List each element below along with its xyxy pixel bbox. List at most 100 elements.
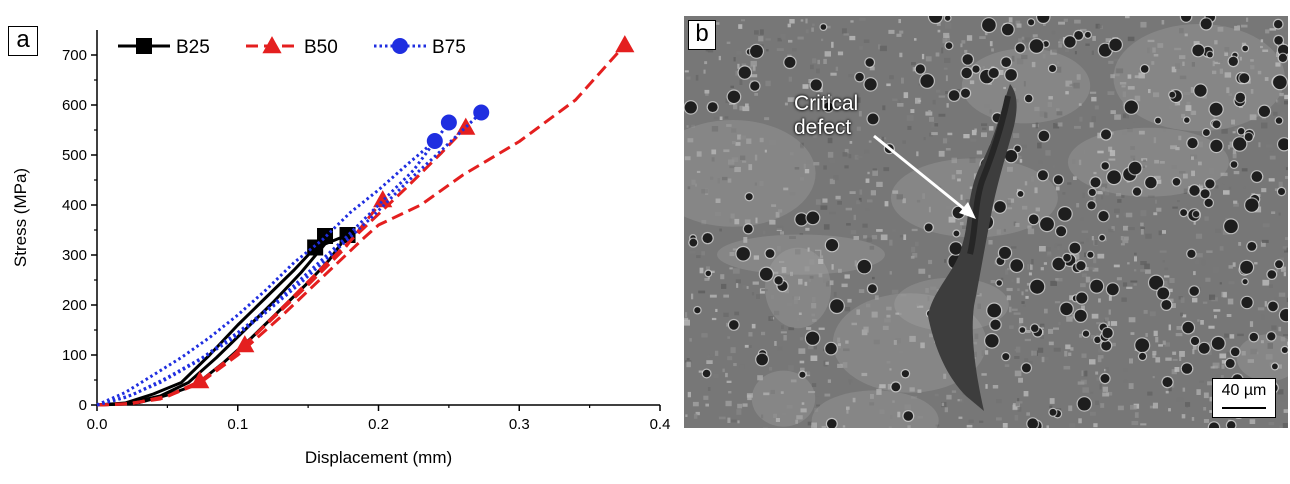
texture-speck <box>1011 55 1015 62</box>
texture-speck <box>1058 21 1065 25</box>
texture-speck <box>1125 212 1133 218</box>
texture-speck <box>845 207 852 211</box>
texture-speck <box>1007 268 1012 271</box>
texture-speck <box>844 306 851 312</box>
texture-speck <box>742 403 748 407</box>
pore <box>864 78 877 91</box>
texture-speck <box>920 342 925 349</box>
texture-speck <box>1091 236 1094 241</box>
texture-speck <box>1165 357 1172 361</box>
texture-speck <box>858 111 862 117</box>
pore <box>1005 150 1018 163</box>
pore <box>799 371 806 378</box>
texture-speck <box>869 245 875 250</box>
texture-speck <box>816 404 820 407</box>
texture-speck <box>915 97 921 104</box>
texture-speck <box>1233 200 1238 204</box>
texture-speck <box>756 294 760 299</box>
pore <box>1278 188 1285 195</box>
pore <box>1244 133 1253 141</box>
texture-speck <box>944 22 952 29</box>
pore <box>1182 321 1194 334</box>
texture-speck <box>1013 312 1021 315</box>
texture-speck <box>736 283 739 288</box>
pore <box>1031 324 1039 332</box>
texture-patch <box>717 234 885 275</box>
texture-speck <box>1223 292 1227 298</box>
pore <box>1140 65 1149 73</box>
texture-speck <box>704 89 710 94</box>
texture-speck <box>1014 415 1019 421</box>
texture-speck <box>1224 47 1230 53</box>
texture-speck <box>1209 396 1214 402</box>
texture-speck <box>1283 409 1288 413</box>
texture-speck <box>991 48 994 52</box>
pore <box>1064 36 1076 48</box>
texture-speck <box>981 123 988 127</box>
texture-speck <box>1104 238 1107 242</box>
texture-speck <box>719 228 722 232</box>
pore <box>1088 188 1096 196</box>
texture-speck <box>1072 159 1076 164</box>
texture-speck <box>711 126 719 132</box>
texture-speck <box>1080 241 1084 244</box>
pore <box>915 64 925 74</box>
texture-speck <box>985 384 988 389</box>
texture-speck <box>1003 228 1006 232</box>
texture-speck <box>1186 101 1191 107</box>
pore <box>1132 187 1142 196</box>
texture-speck <box>714 350 719 356</box>
pore <box>962 54 973 65</box>
texture-speck <box>1232 131 1236 134</box>
texture-speck <box>731 419 737 423</box>
texture-speck <box>1153 330 1158 337</box>
texture-speck <box>789 19 795 24</box>
texture-speck <box>1254 262 1258 265</box>
texture-speck <box>1179 28 1184 34</box>
texture-speck <box>1016 23 1022 28</box>
texture-speck <box>1101 195 1104 200</box>
texture-speck <box>684 70 689 73</box>
pore <box>1082 330 1090 337</box>
texture-speck <box>1221 360 1228 364</box>
texture-speck <box>1134 256 1137 262</box>
texture-speck <box>1023 304 1026 307</box>
texture-speck <box>1078 418 1082 424</box>
texture-speck <box>804 281 808 286</box>
texture-speck <box>727 336 731 339</box>
texture-speck <box>1090 335 1095 339</box>
pore <box>988 68 999 78</box>
texture-speck <box>965 199 973 203</box>
texture-speck <box>734 167 741 173</box>
texture-speck <box>811 383 817 387</box>
texture-speck <box>737 134 742 140</box>
texture-speck <box>856 97 861 103</box>
texture-speck <box>1186 405 1189 408</box>
pore <box>945 42 953 49</box>
texture-speck <box>686 76 691 80</box>
texture-speck <box>1219 353 1227 359</box>
texture-speck <box>809 259 815 265</box>
texture-speck <box>1253 265 1258 270</box>
pore <box>1056 226 1067 237</box>
texture-speck <box>1031 350 1037 356</box>
texture-speck <box>902 140 906 144</box>
texture-speck <box>748 164 753 171</box>
pore <box>994 201 1006 213</box>
texture-speck <box>1102 392 1110 397</box>
texture-speck <box>755 217 758 224</box>
texture-speck <box>806 327 812 330</box>
texture-speck <box>1172 358 1178 361</box>
texture-speck <box>1018 323 1022 329</box>
y-tick-label: 500 <box>62 147 87 164</box>
texture-speck <box>1064 249 1069 252</box>
texture-speck <box>769 219 776 225</box>
texture-speck <box>1283 272 1286 277</box>
texture-speck <box>1168 386 1172 392</box>
texture-speck <box>1058 43 1063 48</box>
texture-speck <box>1089 91 1097 94</box>
texture-speck <box>1269 362 1272 366</box>
pore <box>1109 38 1122 51</box>
texture-speck <box>726 124 732 127</box>
y-tick-label: 300 <box>62 247 87 264</box>
